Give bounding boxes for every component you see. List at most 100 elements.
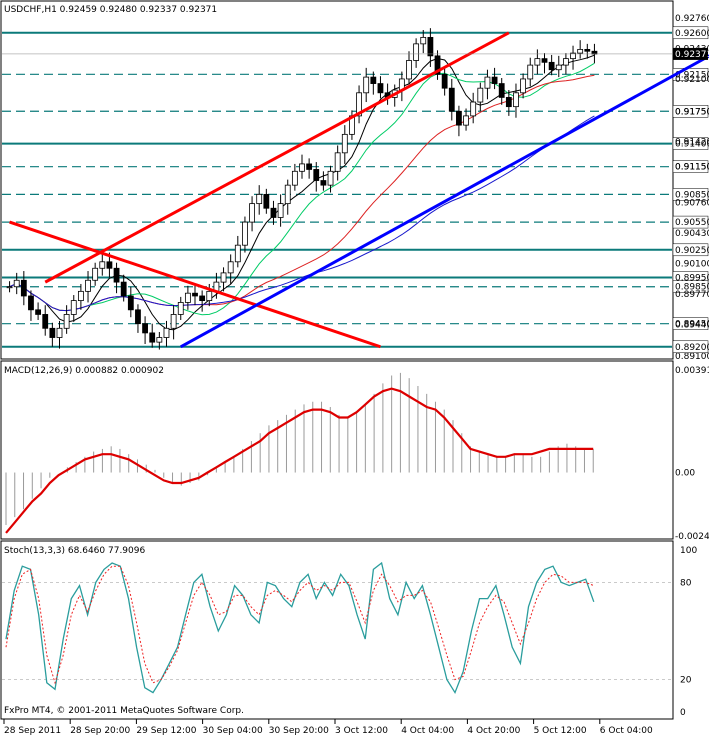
price-tick-label: 0.91420 — [675, 138, 709, 148]
candle-body — [242, 221, 248, 246]
candle-body — [356, 92, 362, 117]
candle-body — [256, 193, 263, 205]
candle-body — [85, 279, 91, 292]
price-tick-label: 0.90760 — [675, 199, 709, 209]
time-axis: 28 Sep 2011 28 Sep 20:00 29 Sep 12:00 30 Se… — [3, 719, 653, 736]
level-label: 0.89200 — [675, 343, 709, 353]
time-tick-label: 4 Oct 20:00 — [467, 726, 520, 736]
macd-signal-line — [5, 387, 594, 534]
candle-body — [42, 314, 49, 329]
candle-body — [441, 73, 448, 89]
candle-body — [184, 292, 191, 303]
candle-body — [106, 261, 113, 269]
candle-body — [163, 327, 170, 338]
candle-body — [299, 163, 305, 172]
candle-body — [427, 36, 434, 57]
moving-averages — [9, 54, 595, 331]
macd-tick-label: -0.00242 — [675, 532, 709, 542]
level-label: 0.89850 — [675, 283, 709, 293]
time-tick-label: 28 Sep 2011 — [4, 726, 61, 736]
candle-body — [505, 97, 512, 108]
candle-body — [291, 170, 298, 186]
trendline — [9, 220, 381, 349]
level-label: 0.89450 — [675, 320, 709, 330]
current-price-label: 0.92371 — [675, 50, 709, 60]
trendline — [180, 54, 709, 349]
candle-body — [49, 327, 56, 338]
current-price-box — [673, 47, 708, 60]
level-label-box — [672, 243, 709, 257]
level-label-box — [672, 26, 709, 40]
stoch-tick-label: 100 — [680, 546, 697, 556]
level-label-box — [672, 340, 709, 354]
candle-body — [206, 290, 213, 301]
price-axis: 0.927600.924300.923710.921000.917500.914… — [2, 14, 709, 362]
candle-body — [463, 115, 469, 126]
level-label-box — [672, 317, 709, 330]
level-label: 0.91400 — [675, 140, 709, 150]
time-tick-label: 29 Sep 12:00 — [136, 726, 196, 736]
candle-body — [370, 76, 377, 84]
level-label-box — [672, 280, 709, 293]
candle-body — [306, 163, 313, 170]
macd-tick-label: 0.00391 — [675, 366, 709, 376]
candle-body — [149, 332, 156, 343]
trendlines — [9, 31, 709, 349]
level-label-box — [672, 215, 709, 229]
level-label: 0.89950 — [675, 274, 709, 284]
level-label: 0.92600 — [675, 29, 709, 39]
level-label: 0.90850 — [675, 190, 709, 200]
candle-body — [548, 61, 555, 71]
price-tick-label: 0.91150 — [675, 163, 709, 173]
candle-body — [192, 292, 198, 297]
time-tick-label: 30 Sep 04:00 — [203, 726, 263, 736]
price-tick-label: 0.89100 — [675, 352, 709, 362]
stoch-panel-title: Stoch(13,3,3) 68.6460 77.9096 — [4, 546, 145, 556]
moving-average-line — [9, 62, 595, 316]
candle-body — [527, 64, 534, 80]
macd: 0.00391 0.00 -0.00242 — [5, 366, 709, 542]
candle-body — [413, 43, 420, 61]
price-tick-label: 0.92100 — [675, 75, 709, 85]
candle-body — [498, 83, 505, 98]
candle-body — [591, 50, 598, 55]
candle-body — [92, 267, 99, 281]
candle-body — [327, 170, 334, 186]
candle-body — [363, 76, 370, 94]
moving-average-line — [9, 115, 595, 312]
candle-body — [406, 60, 412, 80]
candle-body — [563, 58, 569, 66]
level-label: 0.91150 — [675, 163, 709, 173]
copyright-footer: FxPro MT4, © 2001-2011 MetaQuotes Softwa… — [4, 706, 244, 716]
candle-body — [127, 295, 134, 311]
candle-body — [270, 207, 277, 218]
candle-body — [420, 36, 427, 45]
candle-body — [199, 295, 206, 301]
candle-body — [277, 203, 284, 218]
stochastic: 100 80 20 0 — [2, 546, 697, 718]
price-tick-label: 0.91750 — [675, 107, 709, 117]
candle-body — [470, 101, 477, 117]
candle-body — [113, 267, 120, 283]
candle-body — [249, 203, 255, 223]
horizontal-levels: 0.92600 0.92150 0.91750 0.91400 0.91150 0.908… — [2, 26, 709, 354]
candle-body — [577, 48, 584, 54]
level-label: 0.91750 — [675, 107, 709, 117]
candle-body — [263, 193, 270, 209]
price-tick-label: 0.90100 — [675, 260, 709, 270]
time-tick-label: 30 Sep 20:00 — [269, 726, 329, 736]
candle-body — [170, 314, 177, 329]
macd-panel-title: MACD(12,26,9) 0.000882 0.000902 — [4, 366, 164, 376]
candle-body — [20, 279, 27, 297]
candle-body — [520, 78, 527, 94]
price-tick-label: 0.90430 — [675, 229, 709, 239]
candle-body — [142, 323, 148, 334]
time-tick-label: 4 Oct 04:00 — [401, 726, 454, 736]
candle-body — [220, 272, 227, 283]
candle-body — [156, 337, 163, 343]
price-tick-label: 0.92760 — [675, 14, 709, 24]
candle-body — [320, 180, 327, 186]
price-panel-title: USDCHF,H1 0.92459 0.92480 0.92337 0.9237… — [4, 5, 217, 15]
